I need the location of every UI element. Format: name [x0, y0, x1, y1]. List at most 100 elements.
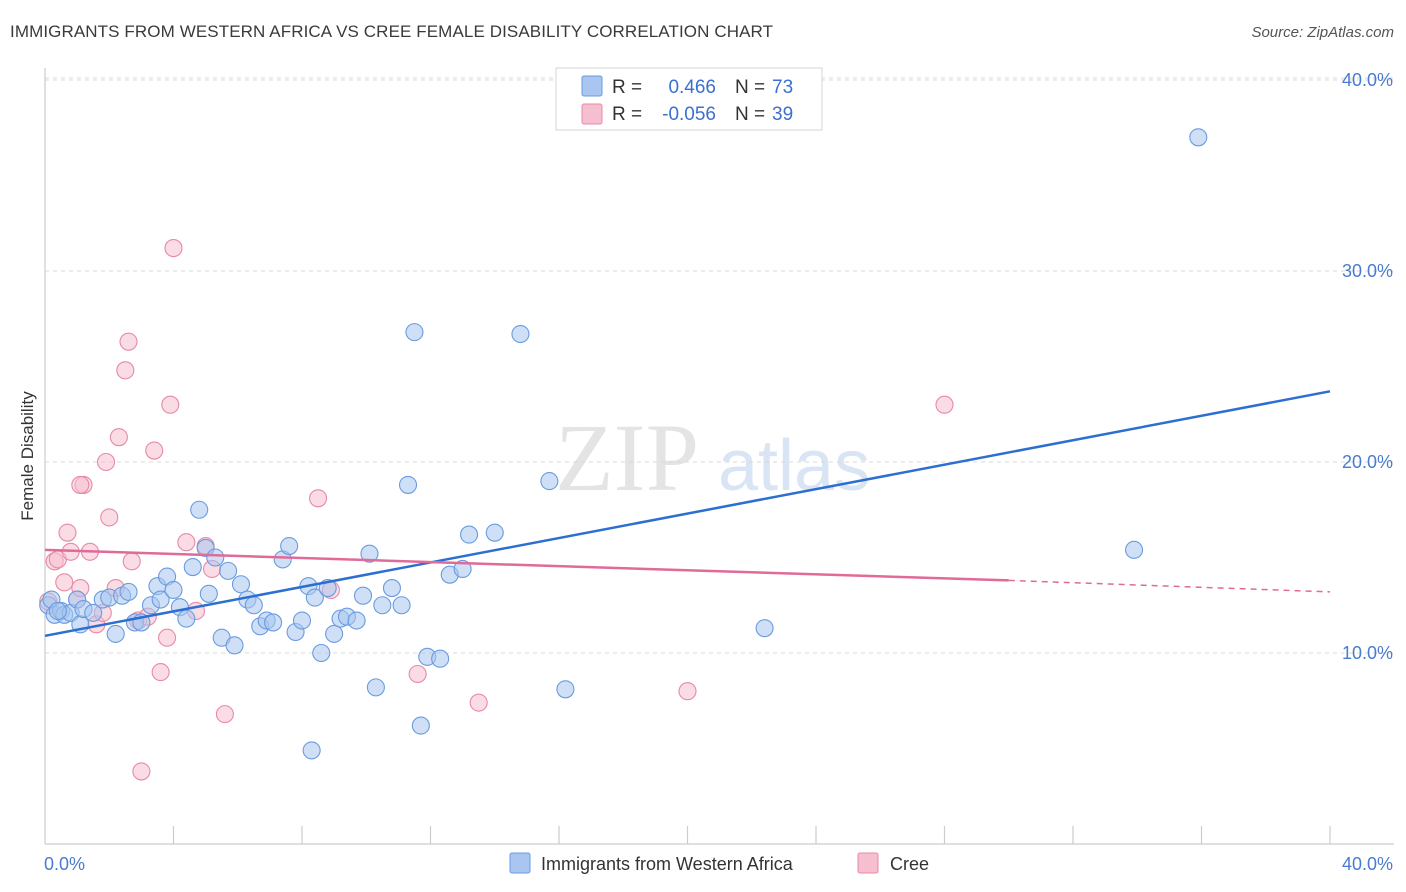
legend-box: R = 0.466 N = 73 R = -0.056 N = 39 — [555, 67, 823, 131]
data-point-cree — [100, 508, 119, 527]
data-point-western-africa — [360, 544, 379, 563]
data-point-western-africa — [366, 678, 385, 697]
data-point-western-africa — [373, 596, 392, 615]
data-point-western-africa — [312, 643, 331, 663]
bottom-legend-swatch-pink — [857, 852, 879, 874]
data-point-cree — [935, 395, 954, 414]
data-point-cree — [309, 489, 328, 508]
legend-n-value-blue: 73 — [772, 77, 793, 98]
data-point-cree — [122, 552, 141, 571]
data-point-western-africa — [151, 590, 170, 609]
data-point-cree — [215, 705, 234, 724]
data-point-western-africa — [264, 613, 283, 632]
data-point-western-africa — [453, 559, 472, 579]
data-point-cree — [132, 762, 151, 781]
data-point-western-africa — [556, 680, 575, 699]
trend-line-western-africa — [44, 390, 1331, 638]
x-axis-ticks — [172, 826, 1331, 844]
data-point-western-africa — [164, 580, 183, 600]
data-point-western-africa — [183, 557, 202, 577]
data-point-western-africa — [382, 579, 402, 598]
x-tick-label-min: 0.0% — [44, 854, 85, 874]
data-point-western-africa — [206, 548, 225, 567]
y-tick-label: 10.0% — [1342, 643, 1393, 663]
data-point-cree — [161, 395, 180, 414]
data-point-western-africa — [292, 611, 312, 630]
data-point-western-africa — [280, 536, 299, 556]
data-point-cree — [116, 361, 135, 380]
data-point-western-africa — [231, 575, 251, 594]
data-point-cree — [96, 452, 116, 472]
x-tick-label-max: 40.0% — [1342, 854, 1393, 874]
watermark: ZIP atlas — [555, 404, 870, 511]
series-cree — [39, 239, 954, 781]
data-point-western-africa — [353, 586, 373, 605]
data-point-western-africa — [119, 582, 138, 601]
data-point-western-africa — [225, 636, 244, 655]
data-point-western-africa — [199, 584, 218, 603]
chart-title: IMMIGRANTS FROM WESTERN AFRICA VS CREE F… — [10, 22, 774, 41]
data-point-western-africa — [106, 624, 125, 643]
data-point-cree — [71, 475, 90, 494]
data-point-western-africa — [219, 561, 238, 580]
data-point-western-africa — [431, 649, 450, 668]
data-point-western-africa — [48, 601, 67, 621]
legend-r-value-blue: 0.466 — [668, 77, 716, 98]
y-tick-label: 20.0% — [1342, 452, 1393, 472]
data-point-western-africa — [392, 596, 411, 615]
bottom-legend: Immigrants from Western Africa Cree — [509, 852, 929, 874]
chart-source: Source: ZipAtlas.com — [1251, 24, 1394, 41]
data-point-western-africa — [540, 472, 559, 491]
trend-line-cree — [44, 548, 1009, 582]
data-point-cree — [469, 693, 488, 712]
data-point-cree — [151, 663, 170, 682]
y-tick-label: 40.0% — [1342, 70, 1393, 90]
data-point-western-africa — [84, 603, 103, 622]
data-point-western-africa — [305, 588, 324, 607]
legend-n-value-pink: 39 — [772, 104, 793, 125]
data-point-western-africa — [755, 619, 774, 638]
data-point-western-africa — [177, 609, 196, 628]
legend-r-label-blue: R = — [612, 77, 642, 98]
bottom-legend-label-pink: Cree — [890, 854, 929, 874]
data-point-cree — [119, 332, 138, 351]
data-point-cree — [678, 682, 697, 701]
data-point-cree — [58, 523, 77, 542]
y-tick-label: 30.0% — [1342, 261, 1393, 281]
data-point-cree — [408, 664, 427, 684]
data-point-western-africa — [347, 611, 366, 630]
data-point-cree — [55, 573, 74, 592]
series-immigrants-western-africa — [39, 128, 1208, 760]
data-point-cree — [177, 533, 196, 552]
data-point-cree — [109, 428, 128, 447]
data-point-cree — [158, 628, 177, 647]
legend-swatch-pink — [581, 103, 603, 125]
data-point-western-africa — [1189, 128, 1208, 147]
y-tick-labels: 10.0% 20.0% 30.0% 40.0% — [1342, 70, 1393, 663]
data-point-cree — [145, 441, 164, 460]
data-point-western-africa — [459, 525, 479, 544]
data-point-western-africa — [511, 324, 530, 344]
bottom-legend-swatch-blue — [509, 852, 531, 874]
data-point-western-africa — [190, 500, 209, 519]
data-point-western-africa — [405, 323, 424, 342]
trend-lines — [44, 390, 1331, 638]
legend-n-label-pink: N = — [735, 104, 765, 125]
data-point-cree — [164, 239, 183, 258]
data-point-western-africa — [1124, 540, 1144, 559]
data-point-western-africa — [244, 596, 263, 615]
legend-r-value-pink: -0.056 — [662, 104, 716, 125]
data-point-western-africa — [302, 741, 321, 760]
legend-swatch-blue — [581, 75, 603, 97]
gridlines — [45, 77, 1394, 654]
data-point-western-africa — [398, 475, 418, 494]
watermark-zip: ZIP — [555, 404, 699, 511]
y-axis-title: Female Disability — [18, 391, 37, 521]
legend-n-label-blue: N = — [735, 77, 765, 98]
bottom-legend-label-blue: Immigrants from Western Africa — [541, 854, 794, 874]
data-point-western-africa — [325, 624, 344, 643]
data-point-western-africa — [485, 523, 504, 542]
trend-line-cree-extrapolated — [1008, 579, 1331, 593]
legend-r-label-pink: R = — [612, 104, 642, 125]
